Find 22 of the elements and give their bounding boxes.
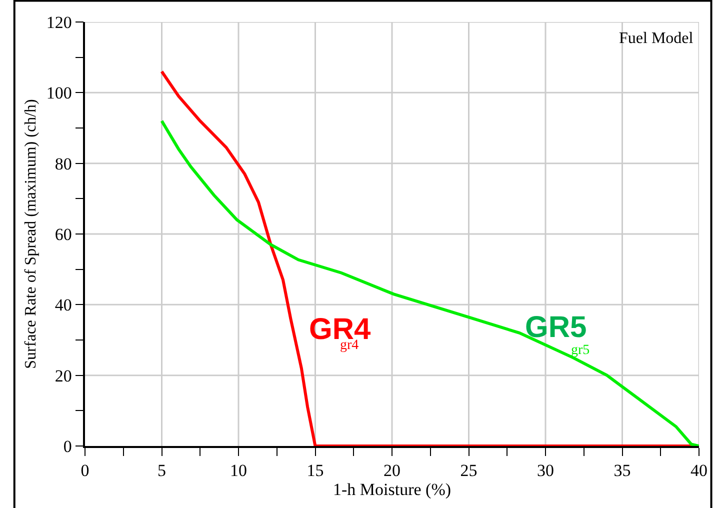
x-tick-label: 25 — [460, 461, 478, 480]
x-tick-label: 0 — [80, 461, 90, 480]
x-tick-label: 15 — [306, 461, 324, 480]
annotation: gr4 — [340, 338, 359, 353]
x-tick-label: 10 — [230, 461, 247, 480]
y-tick-label: 20 — [54, 366, 72, 386]
y-tick-label: 100 — [46, 84, 72, 103]
y-tick-label: 60 — [54, 224, 72, 244]
y-tick-label: 80 — [54, 154, 72, 174]
annotation: Fuel Model — [619, 30, 694, 47]
x-tick-label: 5 — [158, 461, 166, 480]
y-axis-title: Surface Rate of Spread (maximum) (ch/h) — [22, 99, 40, 369]
y-tick-label: 120 — [46, 12, 72, 32]
x-tick-label: 30 — [537, 461, 554, 480]
y-tick-label: 40 — [54, 296, 72, 315]
annotation: gr5 — [571, 343, 590, 358]
x-tick-label: 20 — [384, 461, 400, 480]
x-tick-label: 40 — [690, 461, 708, 480]
x-axis-title: 1-h Moisture (%) — [332, 480, 452, 500]
x-tick-label: 35 — [614, 461, 631, 480]
y-tick-label: 0 — [63, 436, 72, 456]
series-label: GR5 — [525, 311, 587, 344]
